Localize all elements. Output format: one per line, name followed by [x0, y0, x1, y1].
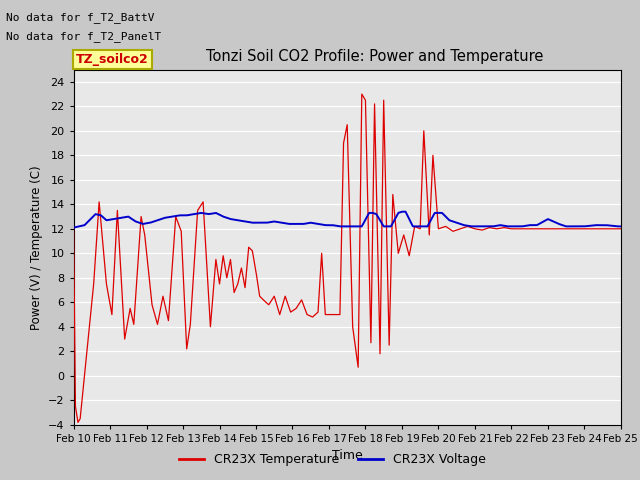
Title: Tonzi Soil CO2 Profile: Power and Temperature: Tonzi Soil CO2 Profile: Power and Temper… [206, 49, 543, 64]
Text: No data for f_T2_BattV: No data for f_T2_BattV [6, 12, 155, 23]
Text: TZ_soilco2: TZ_soilco2 [76, 53, 149, 66]
Y-axis label: Power (V) / Temperature (C): Power (V) / Temperature (C) [29, 165, 42, 329]
Text: No data for f_T2_PanelT: No data for f_T2_PanelT [6, 31, 162, 42]
X-axis label: Time: Time [332, 449, 363, 462]
Legend: CR23X Temperature, CR23X Voltage: CR23X Temperature, CR23X Voltage [174, 448, 492, 471]
